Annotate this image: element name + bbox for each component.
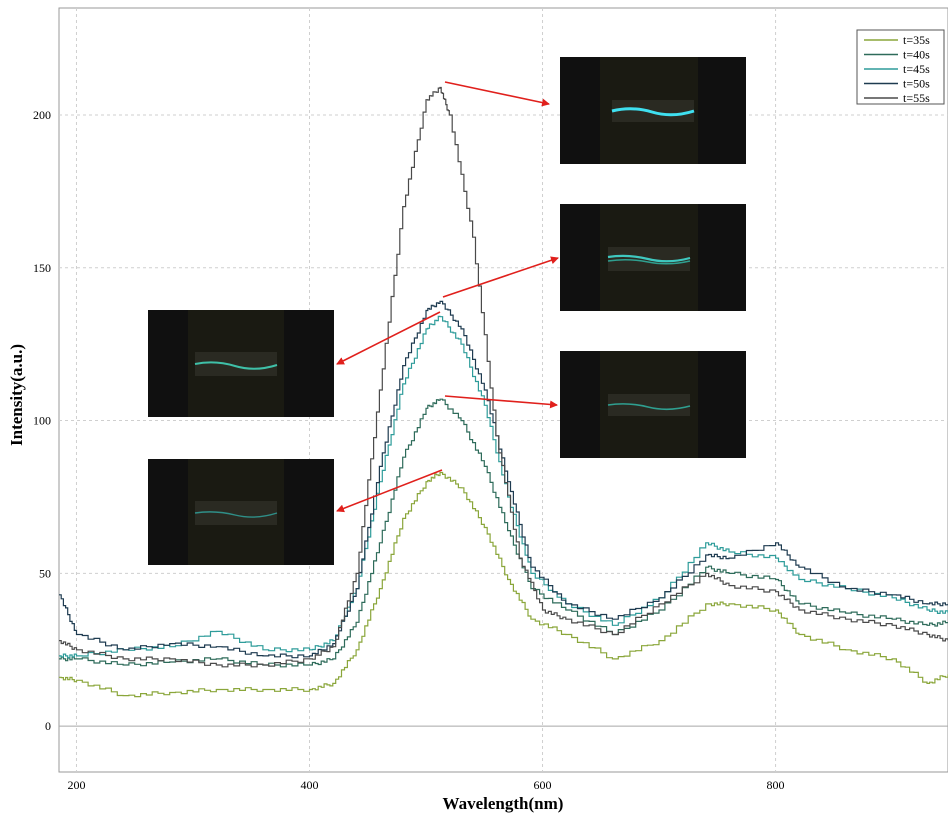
- series-line-t-45s: [59, 315, 948, 659]
- y-tick-label: 50: [39, 566, 51, 580]
- arrow-t55: [444, 81, 550, 107]
- y-tick-label: 100: [33, 414, 51, 428]
- x-tick-label: 600: [534, 778, 552, 792]
- inset-photo-t45: [148, 310, 334, 417]
- x-axis-label: Wavelength(nm): [443, 794, 564, 813]
- arrow-t40: [444, 395, 558, 409]
- series-line-t-35s: [59, 471, 948, 698]
- y-tick-label: 0: [45, 719, 51, 733]
- inset-photo-t35: [148, 459, 334, 565]
- x-tick-label: 400: [301, 778, 319, 792]
- legend-label: t=50s: [903, 77, 930, 91]
- legend-label: t=45s: [903, 62, 930, 76]
- series-line-t-55s: [59, 86, 948, 668]
- legend-box: [856, 29, 945, 105]
- inset-photo-t55: [560, 57, 746, 164]
- arrow-t35: [336, 469, 443, 513]
- y-tick-label: 150: [33, 261, 51, 275]
- series-line-t-40s: [59, 398, 948, 668]
- y-axis-label: Intensity(a.u.): [7, 344, 26, 446]
- legend-label: t=35s: [903, 33, 930, 47]
- arrow-t45: [336, 311, 441, 365]
- annotation-arrows: [336, 81, 559, 513]
- arrow-t50: [442, 256, 559, 298]
- series-lines: [59, 86, 948, 698]
- inset-photo-t50: [560, 204, 746, 311]
- legend-label: t=40s: [903, 48, 930, 62]
- axis-ticks: 200 400 600 800 0 50 100 150 200: [33, 108, 785, 792]
- x-tick-label: 800: [767, 778, 785, 792]
- inset-photo-t40: [560, 351, 746, 458]
- grid: [59, 8, 948, 772]
- x-tick-label: 200: [67, 778, 85, 792]
- series-line-t-50s: [59, 300, 948, 659]
- legend-label: t=55s: [903, 91, 930, 105]
- y-tick-label: 200: [33, 108, 51, 122]
